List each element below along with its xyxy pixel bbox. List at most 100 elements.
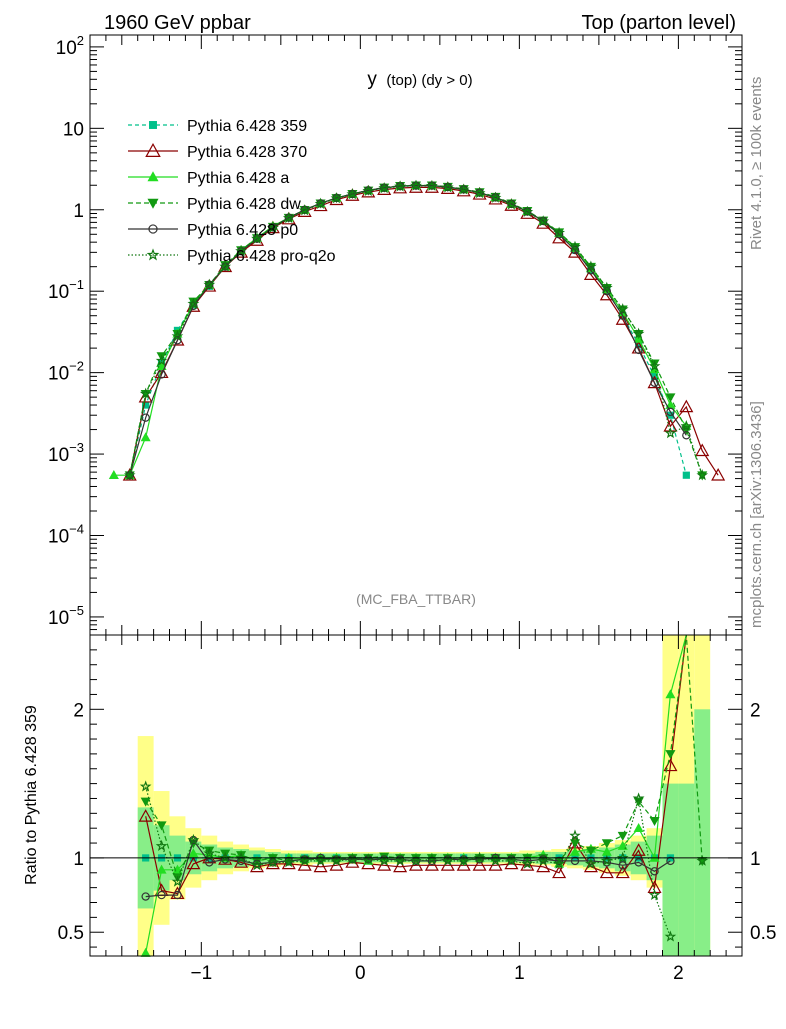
ratio-series-2: [140, 634, 687, 957]
ratio-point: [633, 822, 644, 832]
ratio-point: [457, 854, 470, 866]
ratio-y-tick-label-left: 1: [73, 849, 84, 870]
ratio-point: [475, 855, 484, 864]
main-point: [266, 221, 279, 233]
main-plot-series: [108, 179, 726, 481]
main-point: [521, 205, 534, 217]
main-point: [682, 431, 691, 440]
ratio-point: [410, 854, 422, 866]
legend-label: Pythia 6.428 pro-q2o: [187, 248, 336, 265]
ratio-point: [570, 846, 581, 856]
legend-marker: [147, 171, 159, 182]
ratio-point: [584, 857, 597, 869]
ratio-frame: [89, 634, 743, 957]
y-tick-exp: −1: [69, 277, 84, 292]
ratio-point: [665, 689, 676, 699]
y-tick-exp: 2: [77, 33, 84, 48]
main-point: [139, 387, 152, 399]
ratio-point: [521, 857, 534, 869]
main-point: [569, 240, 581, 252]
ratio-point: [553, 857, 566, 869]
ratio-point: [617, 840, 628, 850]
main-point: [554, 230, 564, 239]
ratio-point: [599, 865, 614, 879]
y-tick-base: 1: [73, 201, 84, 222]
ratio-point: [236, 856, 246, 866]
main-point: [664, 427, 677, 439]
legend-label: Pythia 6.428 p0: [187, 222, 298, 239]
ratio-point: [140, 797, 151, 807]
main-plot-title-rest: (top) (dy > 0): [386, 72, 472, 89]
y-tick-exp: −3: [69, 440, 84, 455]
main-point: [457, 183, 470, 195]
ratio-point: [631, 843, 646, 856]
ratio-point: [600, 854, 613, 866]
ratio-point: [617, 831, 628, 841]
ratio-point: [634, 858, 643, 867]
legend-label: Pythia 6.428 a: [187, 170, 289, 187]
ratio-point: [156, 821, 167, 831]
ratio-point: [139, 780, 152, 792]
main-point: [141, 413, 150, 422]
ratio-point: [618, 861, 627, 870]
mcplots-label: mcplots.cern.ch [arXiv:1306.3436]: [748, 401, 765, 628]
ratio-point: [203, 847, 216, 859]
ratio-line: [145, 838, 671, 898]
main-point: [189, 301, 198, 311]
ratio-band-green: [662, 783, 679, 956]
ratio-point: [505, 854, 518, 866]
main-point: [314, 197, 327, 209]
legend-label: Pythia 6.428 dw: [187, 196, 301, 213]
ratio-point: [648, 888, 661, 901]
main-point: [505, 198, 518, 210]
legend-marker: [148, 224, 158, 234]
main-point: [665, 393, 676, 403]
main-point: [666, 407, 675, 417]
y-tick-label: 10−2: [48, 359, 84, 385]
main-point: [155, 354, 168, 366]
x-tick-label: 2: [673, 963, 684, 984]
main-point: [553, 226, 566, 238]
main-point: [663, 418, 678, 432]
legend: Pythia 6.428 359 Pythia 6.428 370 Pythia 6…: [128, 118, 336, 265]
header-left-title: 1960 GeV ppbar: [104, 12, 251, 34]
main-point: [346, 188, 359, 200]
main-point: [632, 327, 645, 339]
main-point: [537, 215, 550, 227]
ratio-point: [664, 930, 677, 942]
ratio-point: [394, 854, 407, 866]
ratio-point: [173, 890, 182, 900]
ratio-point: [219, 851, 232, 863]
ratio-point: [663, 758, 678, 772]
ratio-point: [313, 859, 328, 873]
main-point: [584, 260, 597, 272]
analysis-watermark: (MC_FBA_TTBAR): [356, 591, 476, 607]
ratio-point: [583, 859, 598, 873]
ratio-point: [615, 865, 630, 879]
main-point: [615, 312, 630, 325]
main-point: [441, 181, 454, 193]
ratio-point: [141, 892, 150, 901]
ratio-point: [570, 856, 580, 866]
main-point: [679, 399, 694, 413]
main-point: [473, 186, 486, 199]
y-tick-exp: −2: [69, 359, 84, 374]
ratio-uncertainty-bands: [137, 635, 711, 956]
legend-marker: [146, 248, 160, 261]
ratio-point: [570, 839, 581, 849]
ratio-point: [220, 855, 230, 864]
ratio-point: [187, 833, 200, 846]
ratio-point: [696, 854, 709, 866]
y-tick-label: 10−1: [48, 277, 84, 303]
y-tick-base: 10: [48, 527, 69, 548]
ratio-point: [138, 809, 153, 822]
ratio-band-green: [678, 783, 695, 956]
main-point: [282, 211, 295, 224]
y-tick-exp: −4: [69, 522, 84, 537]
ratio-point: [236, 851, 247, 861]
ratio-point: [536, 859, 551, 873]
main-point: [330, 192, 343, 204]
ratio-point: [665, 750, 676, 760]
main-point: [362, 184, 375, 197]
